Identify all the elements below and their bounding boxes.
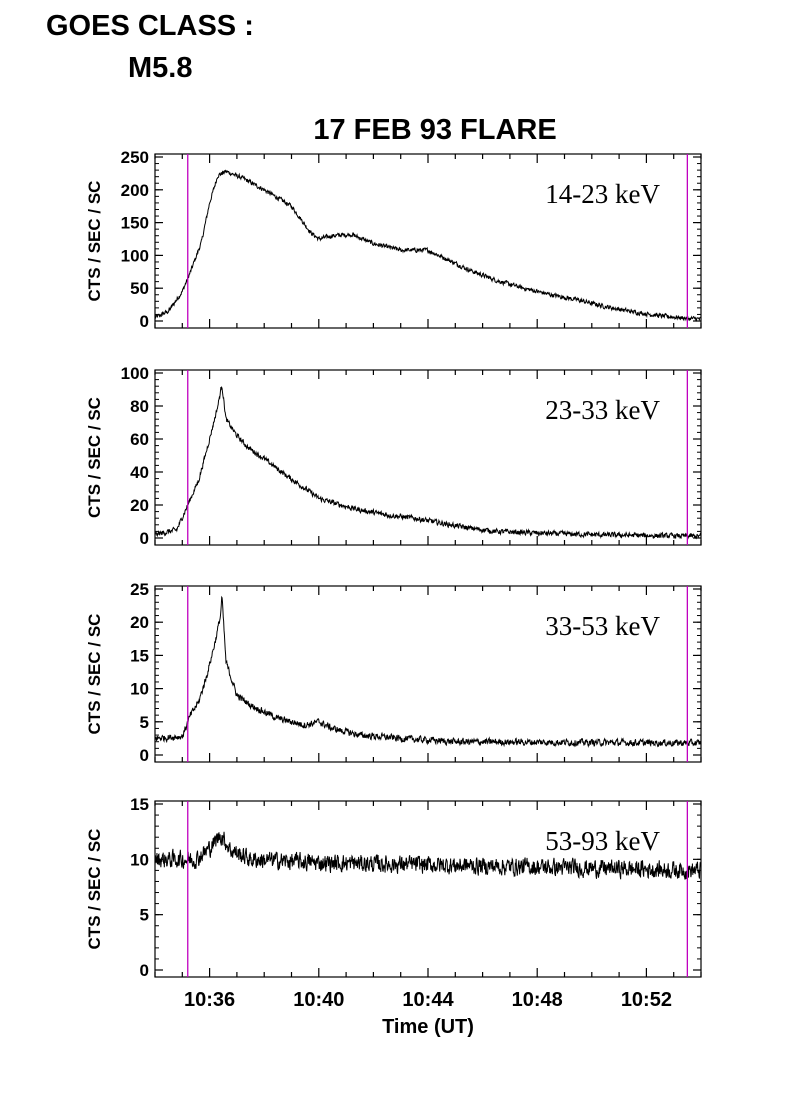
y-tick-label: 40 <box>130 463 149 482</box>
goes-class-label: GOES CLASS : <box>46 10 254 42</box>
y-axis-label: CTS / SEC / SC <box>85 397 104 518</box>
y-tick-label: 5 <box>140 906 149 925</box>
y-tick-label: 150 <box>121 214 149 233</box>
y-axis-label: CTS / SEC / SC <box>85 829 104 950</box>
y-tick-label: 20 <box>130 613 149 632</box>
y-tick-label: 10 <box>130 850 149 869</box>
panel-2: 0 20 40 60 80 100 CTS / SEC / SC 23-33 keV <box>85 364 702 548</box>
y-tick-label: 15 <box>130 646 149 665</box>
chart-title: 17 FEB 93 FLARE <box>313 114 556 146</box>
panel-4: 0 5 10 15 CTS / SEC / SC 53-93 keV <box>85 795 702 980</box>
y-tick-label: 25 <box>130 580 149 599</box>
x-tick-label: 10:36 <box>184 989 235 1011</box>
y-tick-label: 200 <box>121 181 149 200</box>
energy-band-label: 14-23 keV <box>545 179 660 209</box>
y-tick-label: 80 <box>130 397 149 416</box>
energy-band-label: 23-33 keV <box>545 395 660 425</box>
y-tick-label: 100 <box>121 246 149 265</box>
x-axis-label: Time (UT) <box>382 1016 474 1038</box>
y-tick-label: 0 <box>140 529 149 548</box>
y-tick-label: 0 <box>140 961 149 980</box>
x-tick-label: 10:44 <box>402 989 454 1011</box>
y-tick-label: 10 <box>130 680 149 699</box>
panel-1: 0 50 100 150 200 250 CTS / SEC / SC 14-23 keV <box>85 148 702 331</box>
data-trace <box>154 831 702 880</box>
energy-band-label: 33-53 keV <box>545 611 660 641</box>
x-tick-label: 10:52 <box>621 989 672 1011</box>
y-tick-label: 5 <box>140 713 149 732</box>
x-tick-label: 10:48 <box>512 989 563 1011</box>
x-tick-label: 10:40 <box>293 989 344 1011</box>
data-trace <box>154 385 702 540</box>
y-tick-label: 60 <box>130 430 149 449</box>
y-tick-label: 100 <box>121 364 149 383</box>
data-trace <box>154 169 702 322</box>
y-tick-label: 50 <box>130 279 149 298</box>
data-trace <box>154 595 702 748</box>
y-axis-label: CTS / SEC / SC <box>85 181 104 302</box>
y-tick-label: 250 <box>121 148 149 167</box>
y-tick-label: 0 <box>140 312 149 331</box>
y-tick-label: 15 <box>130 795 149 814</box>
energy-band-label: 53-93 keV <box>545 826 660 856</box>
goes-class-value: M5.8 <box>128 52 193 84</box>
y-tick-label: 0 <box>140 746 149 765</box>
panel-3: 0 5 10 15 20 25 CTS / SEC / SC 33-53 keV <box>85 580 702 765</box>
y-axis-label: CTS / SEC / SC <box>85 614 104 735</box>
y-tick-label: 20 <box>130 496 149 515</box>
